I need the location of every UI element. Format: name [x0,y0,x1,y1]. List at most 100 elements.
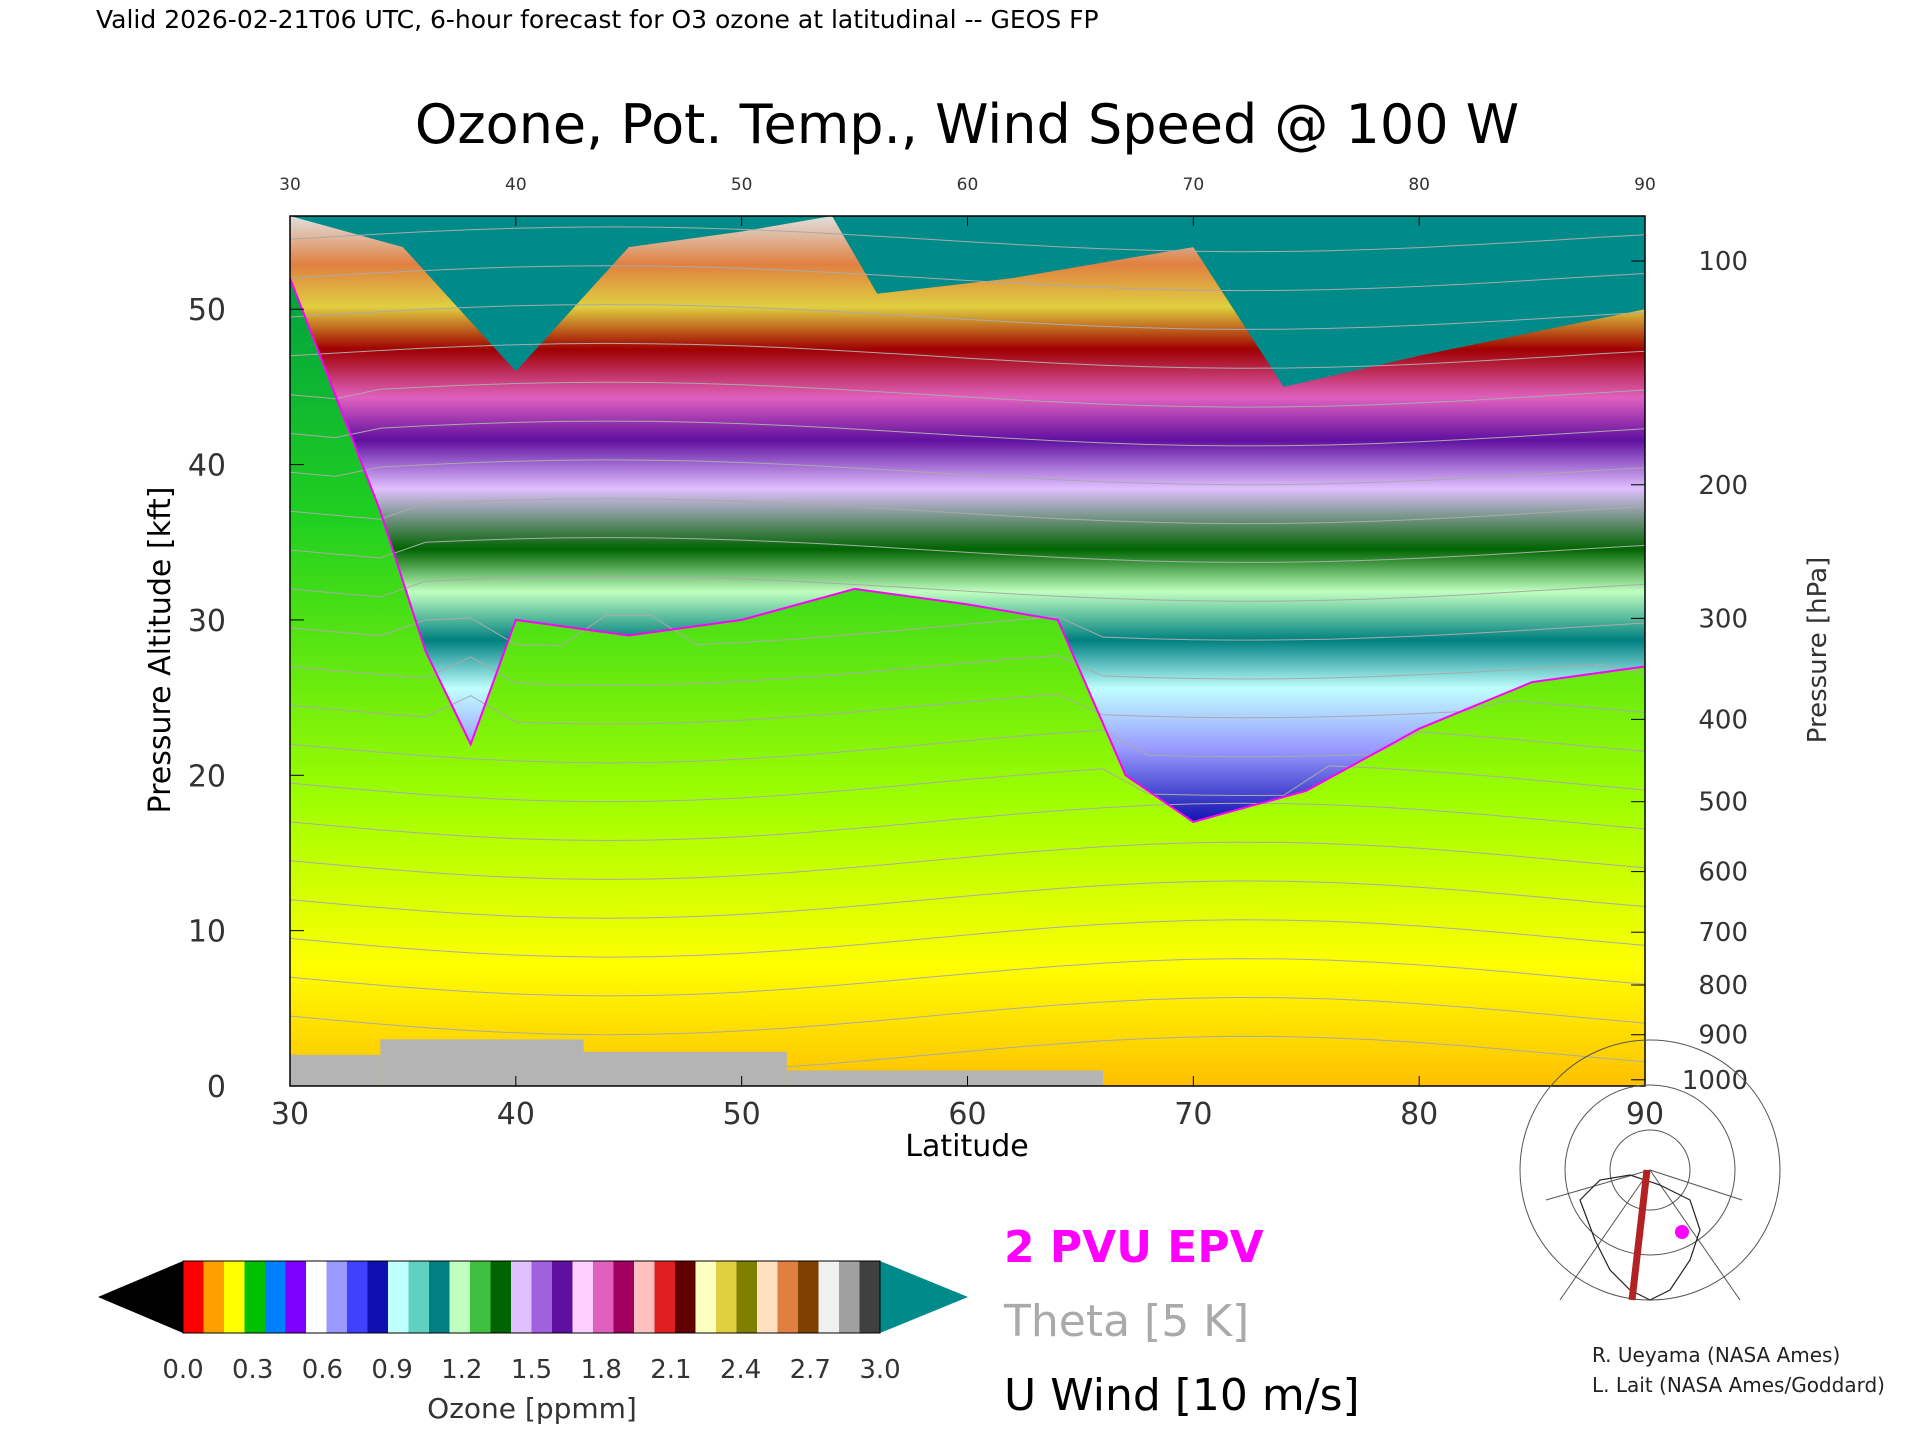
colorbar-cells [183,1261,881,1333]
theta-line [290,575,1645,602]
x-tick-label: 30 [271,1097,309,1132]
colorbar-label: Ozone [ppmm] [427,1392,637,1425]
terrain-block [583,1051,787,1086]
theta-line [290,226,1645,253]
theta-line [290,841,1645,880]
pressure-tick-label: 700 [1698,918,1748,948]
colorbar-cell [244,1261,266,1333]
colorbar-cell [429,1261,451,1333]
colorbar-cell [675,1261,697,1333]
map-section-line [1628,1169,1651,1301]
header-valid-line: Valid 2026-02-21T06 UTC, 6-hour forecast… [96,5,1099,34]
theta-line [290,802,1645,842]
x-tick-label: 40 [497,1097,535,1132]
colorbar-cell [839,1261,861,1333]
colorbar-cell [224,1261,246,1333]
y-tick-label: 40 [188,449,226,484]
colorbar-over-arrow [880,1261,968,1333]
colorbar-tick-label: 2.7 [790,1355,831,1385]
y-tick-label: 0 [207,1070,226,1105]
epv-2pvu-contour [290,277,1645,823]
colorbar-frame [182,1260,881,1334]
colorbar-under-arrow [98,1261,183,1333]
theta-line [290,381,1645,408]
colorbar-cell [634,1261,656,1333]
terrain-block [786,1070,1103,1086]
colorbar-tick-label: 1.2 [441,1355,482,1385]
colorbar-tick-label: 1.8 [581,1355,622,1385]
colorbar-tick-labels: 0.0 0.3 0.6 0.9 1.2 1.5 1.8 2.1 2.4 2.7 3.0 [162,1355,900,1385]
theta-line [290,654,1645,686]
colorbar-cell [490,1261,512,1333]
x-tick-label-top: 70 [1183,175,1205,195]
theta-line [290,304,1645,330]
colorbar-cell [818,1261,840,1333]
colorbar-tick-label: 0.6 [302,1355,343,1385]
colorbar-cell [265,1261,287,1333]
x-tick-label-top: 40 [505,175,527,195]
theta-line [290,342,1645,369]
terrain-block [380,1039,516,1086]
colorbar-cell [777,1261,799,1333]
x-tick-label: 70 [1174,1097,1212,1132]
theta-line [290,919,1645,958]
legend-epv: 2 PVU EPV [1004,1222,1264,1273]
locator-map [1519,1039,1781,1306]
terrain-block [290,1054,381,1086]
y-tick-label: 50 [188,293,226,328]
colorbar-cell [572,1261,594,1333]
x-tick-label-top: 50 [731,175,753,195]
colorbar-cell [183,1261,205,1333]
x-axis-label: Latitude [905,1129,1028,1164]
pressure-tick-label: 400 [1698,705,1748,735]
theta-line [290,693,1645,725]
theta-line [290,459,1645,486]
y-tick-label: 30 [188,604,226,639]
terrain-mask [290,1039,1103,1086]
y-axis-label: Pressure Altitude [kft] [143,487,178,814]
chart-title: Ozone, Pot. Temp., Wind Speed @ 100 W [415,93,1519,156]
colorbar-tick-label: 2.1 [650,1355,691,1385]
colorbar-cell [593,1261,615,1333]
colorbar-cell [470,1261,492,1333]
pressure-axis-ticks: 100 200 300 400 500 600 700 800 900 1000 [1631,247,1748,1096]
y-tick-label: 10 [188,915,226,950]
legend-u-wind: U Wind [10 m/s] [1004,1370,1360,1421]
pressure-tick-label: 800 [1698,971,1748,1001]
theta-line [290,729,1645,764]
colorbar-cell [552,1261,574,1333]
theta-line [290,996,1645,1036]
theta-line [290,614,1645,647]
colorbar-cell [306,1261,328,1333]
theta-line [290,420,1645,447]
pressure-tick-label: 600 [1698,858,1748,888]
colorbar-cell [388,1261,410,1333]
theta-line [290,765,1645,803]
x-tick-label: 90 [1626,1097,1664,1132]
plot-area: 30 30 40 40 50 50 60 60 70 70 80 80 90 90 0 10 20 30 40 50… [188,175,1748,1132]
map-graticule [1519,1039,1781,1301]
x-tick-label-top: 90 [1634,175,1656,195]
colorbar-cell [449,1261,471,1333]
map-coastline [1579,1174,1701,1301]
credit-line-1: R. Ueyama (NASA Ames) [1592,1343,1840,1367]
pressure-tick-label: 900 [1698,1021,1748,1051]
colorbar-tick-label: 1.5 [511,1355,552,1385]
terrain-block [515,1039,584,1086]
theta-line [290,958,1645,997]
x-tick-label: 50 [723,1097,761,1132]
x-tick-label-top: 80 [1408,175,1430,195]
colorbar-tick-label: 0.9 [371,1355,412,1385]
colorbar-cell [757,1261,779,1333]
colorbar-cell [859,1261,881,1333]
credit-line-2: L. Lait (NASA Ames/Goddard) [1592,1373,1885,1397]
colorbar-cell [285,1261,307,1333]
colorbar-cell [654,1261,676,1333]
pressure-tick-label: 1000 [1682,1066,1748,1096]
colorbar-tick-label: 3.0 [859,1355,900,1385]
colorbar-cell [326,1261,348,1333]
colorbar-cell [367,1261,389,1333]
troposphere-band [290,278,1645,1086]
colorbar-cell [695,1261,717,1333]
colorbar-tick-label: 0.0 [162,1355,203,1385]
